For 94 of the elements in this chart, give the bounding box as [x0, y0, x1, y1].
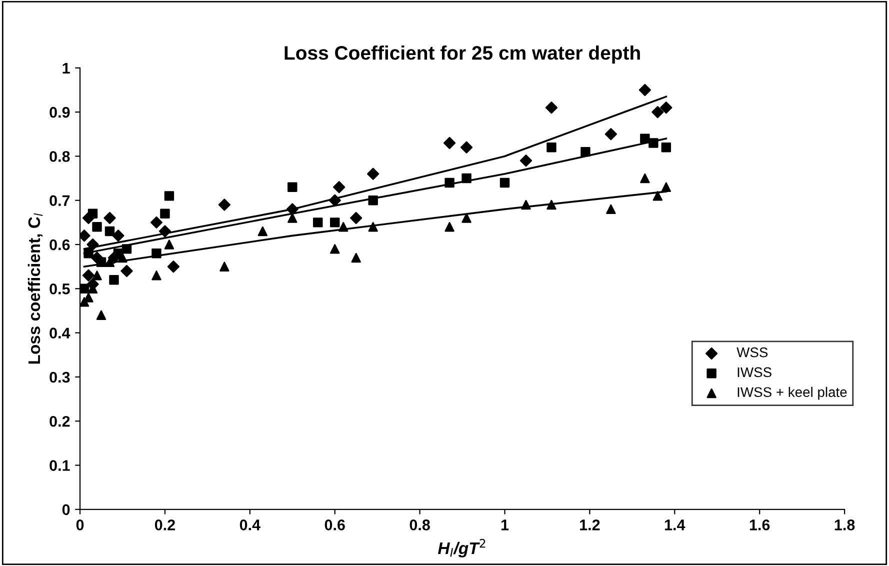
point [84, 248, 94, 258]
point [112, 230, 124, 242]
point [460, 141, 473, 154]
point [86, 238, 99, 251]
y-tick-label: 0.8 [50, 151, 70, 162]
point [367, 168, 380, 180]
point [80, 284, 90, 294]
x-tick-label: 0 [76, 520, 84, 530]
point [330, 244, 340, 254]
point [462, 213, 472, 223]
y-axis-title: Loss coefficient, C$_{l}$ [28, 213, 43, 364]
point [652, 191, 663, 201]
x-tick-label: 1.6 [750, 520, 770, 530]
point [104, 212, 116, 224]
x-tick-label: 1.2 [580, 520, 600, 530]
point [640, 134, 650, 144]
point [84, 292, 94, 302]
y-tick-label: 0.3 [50, 372, 70, 383]
point [546, 142, 556, 152]
point [167, 260, 180, 273]
point [521, 200, 531, 210]
point [96, 310, 106, 320]
point [444, 178, 454, 188]
point [520, 154, 532, 167]
x-tick-label: 1 [501, 520, 509, 530]
point [546, 200, 556, 210]
point [462, 173, 472, 184]
y-tick-label: 0.5 [50, 284, 70, 294]
point [164, 191, 174, 201]
chart-title: Loss Coefficient for 25 cm water depth [284, 45, 640, 64]
y-tick-label: 0.4 [50, 328, 70, 338]
y-tick-label: 0.6 [50, 239, 70, 250]
point [92, 270, 102, 280]
point [652, 106, 664, 118]
point [92, 222, 102, 232]
point [351, 252, 361, 263]
point [104, 226, 115, 236]
point [606, 204, 616, 214]
point [640, 173, 650, 184]
x-tick-label: 0.6 [324, 520, 345, 530]
point [500, 178, 510, 188]
x-tick-label: 1.8 [834, 520, 855, 530]
point [109, 274, 119, 285]
point [152, 270, 162, 280]
point [648, 138, 658, 148]
point [288, 182, 298, 192]
point [368, 222, 378, 232]
point [328, 194, 341, 206]
point [258, 226, 268, 236]
point [88, 208, 98, 218]
point [443, 136, 456, 150]
point [104, 257, 115, 268]
point [444, 222, 454, 232]
y-tick-label: 0.9 [50, 106, 70, 118]
point [661, 182, 672, 192]
x-tick-label: 0.8 [410, 520, 430, 530]
point [368, 196, 378, 206]
point [160, 208, 170, 218]
point [82, 269, 95, 282]
point [150, 216, 163, 229]
point [661, 142, 672, 152]
point [313, 218, 323, 228]
point [164, 240, 174, 250]
point [220, 262, 230, 272]
point [604, 128, 618, 140]
point [545, 102, 558, 114]
point [218, 198, 230, 211]
x-tick-label: 0.2 [154, 520, 175, 530]
point [333, 181, 346, 194]
point [288, 213, 298, 223]
x-tick-label: 0.4 [240, 520, 260, 530]
y-tick-label: 0.2 [50, 416, 70, 427]
point [580, 146, 590, 157]
y-tick-label: 1 [62, 62, 70, 74]
legend-label: IWSS [738, 367, 772, 378]
point [158, 225, 172, 238]
x-tick-label: 1.4 [664, 520, 686, 530]
y-tick-label: 0.1 [50, 460, 70, 471]
y-tick-label: 0.7 [50, 195, 70, 206]
point [638, 84, 651, 96]
y-tick-label: 0 [62, 504, 70, 516]
point [118, 252, 128, 263]
point [286, 203, 298, 216]
legend-label: WSS [736, 347, 768, 358]
point [122, 244, 132, 254]
point [96, 257, 106, 268]
point [152, 248, 162, 258]
point [120, 264, 133, 278]
x-axis-title: H$_{I}$/gT$^{2}$ [438, 538, 486, 558]
point [660, 102, 672, 114]
legend-label: IWSS + keel plate [738, 386, 847, 400]
point [338, 222, 348, 232]
point [350, 212, 362, 224]
point [330, 218, 340, 228]
